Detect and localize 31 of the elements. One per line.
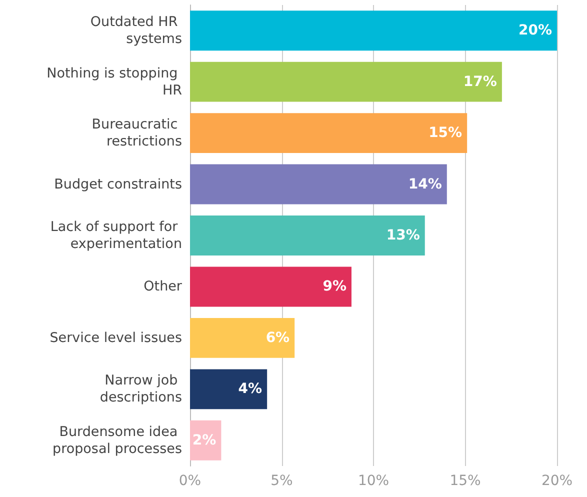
bar: [190, 216, 425, 256]
y-tick-label: Nothing is stopping HR: [46, 65, 182, 98]
data-label: 9%: [322, 278, 346, 295]
bar: [190, 62, 502, 102]
x-tick-label: 20%: [541, 473, 573, 489]
bar: [190, 113, 468, 154]
data-label: 14%: [408, 176, 442, 192]
y-tick-label: Narrow job descriptions: [100, 372, 182, 406]
y-tick-label: Bureaucratic restrictions: [92, 116, 182, 150]
data-label: 2%: [192, 432, 216, 448]
data-label: 20%: [518, 22, 552, 39]
y-tick-label: Other: [144, 278, 182, 295]
bar: [190, 10, 557, 51]
data-label: 6%: [266, 330, 290, 346]
y-tick-label: Budget constraints: [54, 176, 182, 192]
y-tick-label: Burdensome idea proposal processes: [52, 424, 182, 457]
bar: [190, 164, 447, 204]
x-tick-label: 5%: [270, 473, 293, 489]
x-tick-label: 0%: [178, 473, 202, 489]
y-tick-label: Lack of support for experimentation: [50, 219, 182, 252]
data-label: 13%: [386, 228, 420, 244]
x-tick-label: 15%: [450, 473, 481, 489]
y-tick-label: Outdated HR systems: [90, 14, 182, 48]
bar: [190, 369, 268, 410]
x-tick-label: 10%: [358, 473, 390, 489]
data-label: 17%: [463, 74, 497, 90]
y-tick-label: Service level issues: [50, 330, 182, 346]
bar: [190, 266, 352, 307]
data-label: 4%: [238, 381, 262, 398]
bar: [190, 318, 295, 358]
data-label: 15%: [428, 125, 462, 142]
